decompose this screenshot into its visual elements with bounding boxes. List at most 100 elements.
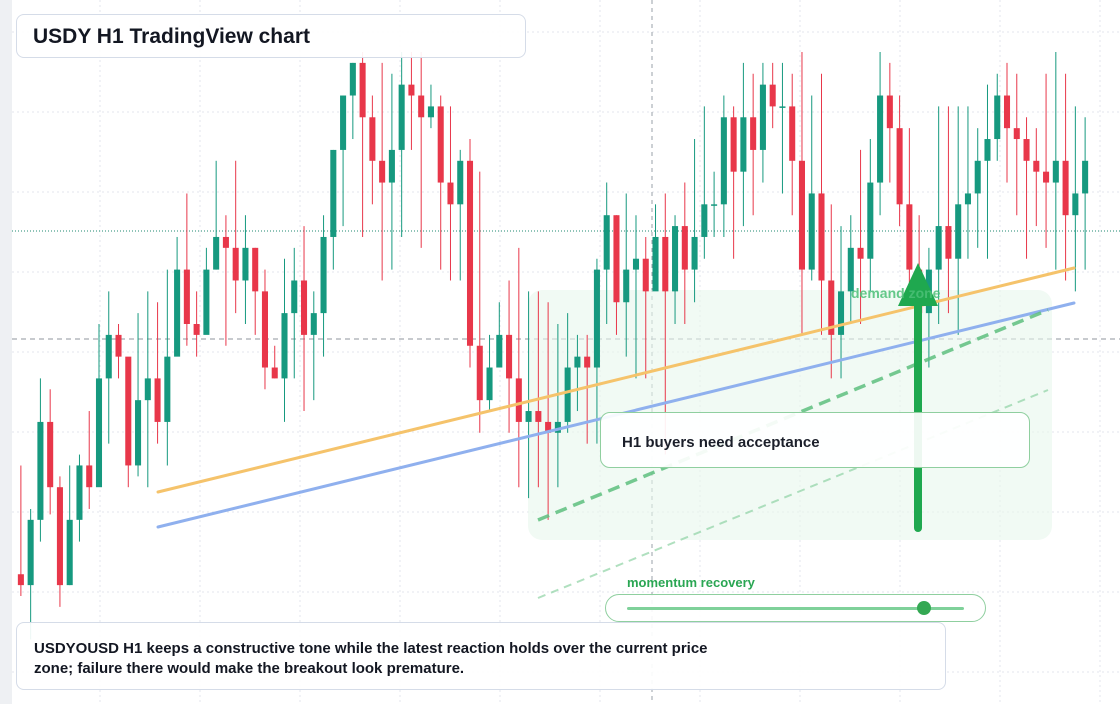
candle-body (964, 193, 971, 205)
candle-body (584, 356, 591, 368)
candle-body (711, 204, 718, 206)
chart-title: USDY H1 TradingView chart (33, 25, 310, 48)
candle-body (242, 247, 249, 281)
candle-body (174, 269, 181, 357)
candle-body (1052, 160, 1059, 183)
candle-body (47, 421, 54, 488)
candle-body (652, 236, 659, 292)
left-edge-panel (0, 0, 12, 704)
note-card: H1 buyers need acceptance (600, 412, 1030, 468)
candle-body (203, 269, 210, 335)
candle-body (486, 367, 493, 401)
candle-body (135, 400, 142, 466)
candle-body (662, 236, 669, 292)
candle-body (877, 95, 884, 183)
candle-body (769, 84, 776, 107)
candle-body (1023, 139, 1030, 161)
momentum-slider[interactable] (605, 594, 986, 622)
candle-body (525, 411, 532, 422)
candle-body (632, 258, 640, 270)
candle-body (105, 334, 112, 379)
candle-body (779, 106, 786, 108)
candle-body (291, 280, 298, 314)
candle-body (750, 117, 757, 150)
candle-body (76, 465, 83, 520)
candle-body (437, 106, 444, 183)
demand-zone-label: demand zone (851, 285, 941, 301)
candle-body (125, 356, 132, 466)
candle-body (330, 149, 337, 237)
candle-body (984, 139, 991, 161)
candle-body (857, 247, 864, 259)
candle-body (945, 226, 952, 259)
candle-body (535, 411, 542, 422)
candle-body (281, 313, 288, 379)
candle-body (232, 247, 239, 281)
candle-body (759, 84, 766, 150)
momentum-label: momentum recovery (627, 575, 755, 590)
candle-body (476, 345, 483, 401)
candle-body (574, 356, 581, 368)
candle-body (359, 62, 366, 118)
candle-body (301, 280, 308, 335)
candle-body (398, 84, 405, 150)
candle-body (252, 247, 259, 292)
candle-body (789, 106, 796, 161)
momentum-knob[interactable] (916, 601, 931, 615)
note-text: H1 buyers need acceptance (622, 434, 820, 451)
candle-body (554, 421, 561, 433)
candle-body (27, 519, 34, 586)
candle-body (838, 291, 845, 335)
candle-body (740, 117, 747, 172)
candle-body (144, 378, 151, 401)
up-arrow-head (898, 263, 938, 306)
candle-body (994, 95, 1001, 140)
candle-body (906, 204, 913, 270)
candle-body (154, 378, 161, 422)
candle-body (613, 215, 620, 303)
candle-body (349, 62, 356, 96)
candle-body (808, 193, 815, 270)
candle-body (847, 247, 854, 292)
candle-body (935, 226, 942, 270)
candle-body (886, 95, 893, 129)
channel-line-lower (537, 389, 1049, 599)
title-card: USDY H1 TradingView chart (16, 14, 526, 58)
candle-body (115, 334, 122, 357)
candle-body (466, 160, 474, 346)
candle-body (564, 367, 571, 422)
candle-body (388, 149, 395, 183)
candle-body (1013, 128, 1020, 140)
footer-card: USDYOUSD H1 keeps a constructive tone wh… (16, 622, 946, 690)
candle-body (1033, 160, 1040, 172)
candle-body (1082, 160, 1089, 194)
candle-body (95, 378, 103, 488)
candle-body (261, 291, 268, 368)
candle-body (730, 117, 737, 172)
candle-body (672, 226, 679, 292)
candle-body (457, 160, 464, 205)
candle-body (164, 356, 171, 422)
candle-body (691, 236, 698, 270)
candle-body (86, 465, 93, 488)
candle-body (66, 519, 73, 586)
candle-body (340, 95, 347, 150)
candle-body (955, 204, 962, 259)
candle-body (408, 84, 415, 96)
candle-body (506, 334, 513, 379)
candle-body (1043, 171, 1050, 183)
footer-text: USDYOUSD H1 keeps a constructive tone wh… (34, 640, 708, 677)
candle-body (222, 236, 229, 248)
candle-body (379, 160, 386, 183)
candle-body (798, 160, 805, 270)
candle-body (369, 117, 376, 161)
momentum-bar (627, 607, 964, 610)
candle-body (1062, 160, 1069, 216)
candle-body (818, 193, 825, 281)
candle-body (496, 334, 503, 368)
candle-body (720, 117, 727, 205)
candle-body (37, 421, 44, 520)
candles-layer (17, 52, 1089, 640)
candle-body (56, 487, 63, 586)
candle-body (701, 204, 708, 237)
